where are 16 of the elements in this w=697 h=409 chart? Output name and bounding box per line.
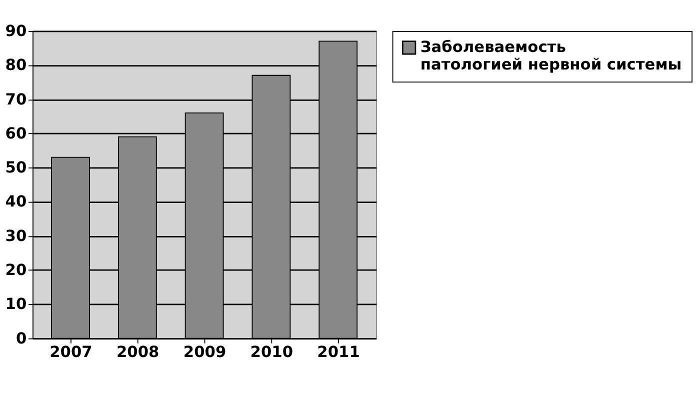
y-tick-label: 60 <box>5 124 27 142</box>
y-tick-label: 20 <box>5 261 27 280</box>
legend-label: Заболеваемость патологией нервной системы <box>420 38 682 74</box>
x-tick-label: 2007 <box>50 342 92 361</box>
y-tick-label: 80 <box>5 56 27 74</box>
y-tick-label: 50 <box>5 158 27 177</box>
y-tick-label: 40 <box>5 192 27 211</box>
x-tick-label: 2011 <box>317 342 360 361</box>
x-tick-label: 2008 <box>116 342 160 361</box>
y-tick-label: 30 <box>5 226 27 245</box>
y-tick-label: 0 <box>16 329 27 348</box>
y-tick-label: 70 <box>5 90 27 108</box>
x-tick-label: 2010 <box>250 342 294 361</box>
y-tick-label: 10 <box>5 295 27 314</box>
x-tick-label: 2009 <box>183 342 226 361</box>
y-tick-label: 90 <box>5 22 27 40</box>
